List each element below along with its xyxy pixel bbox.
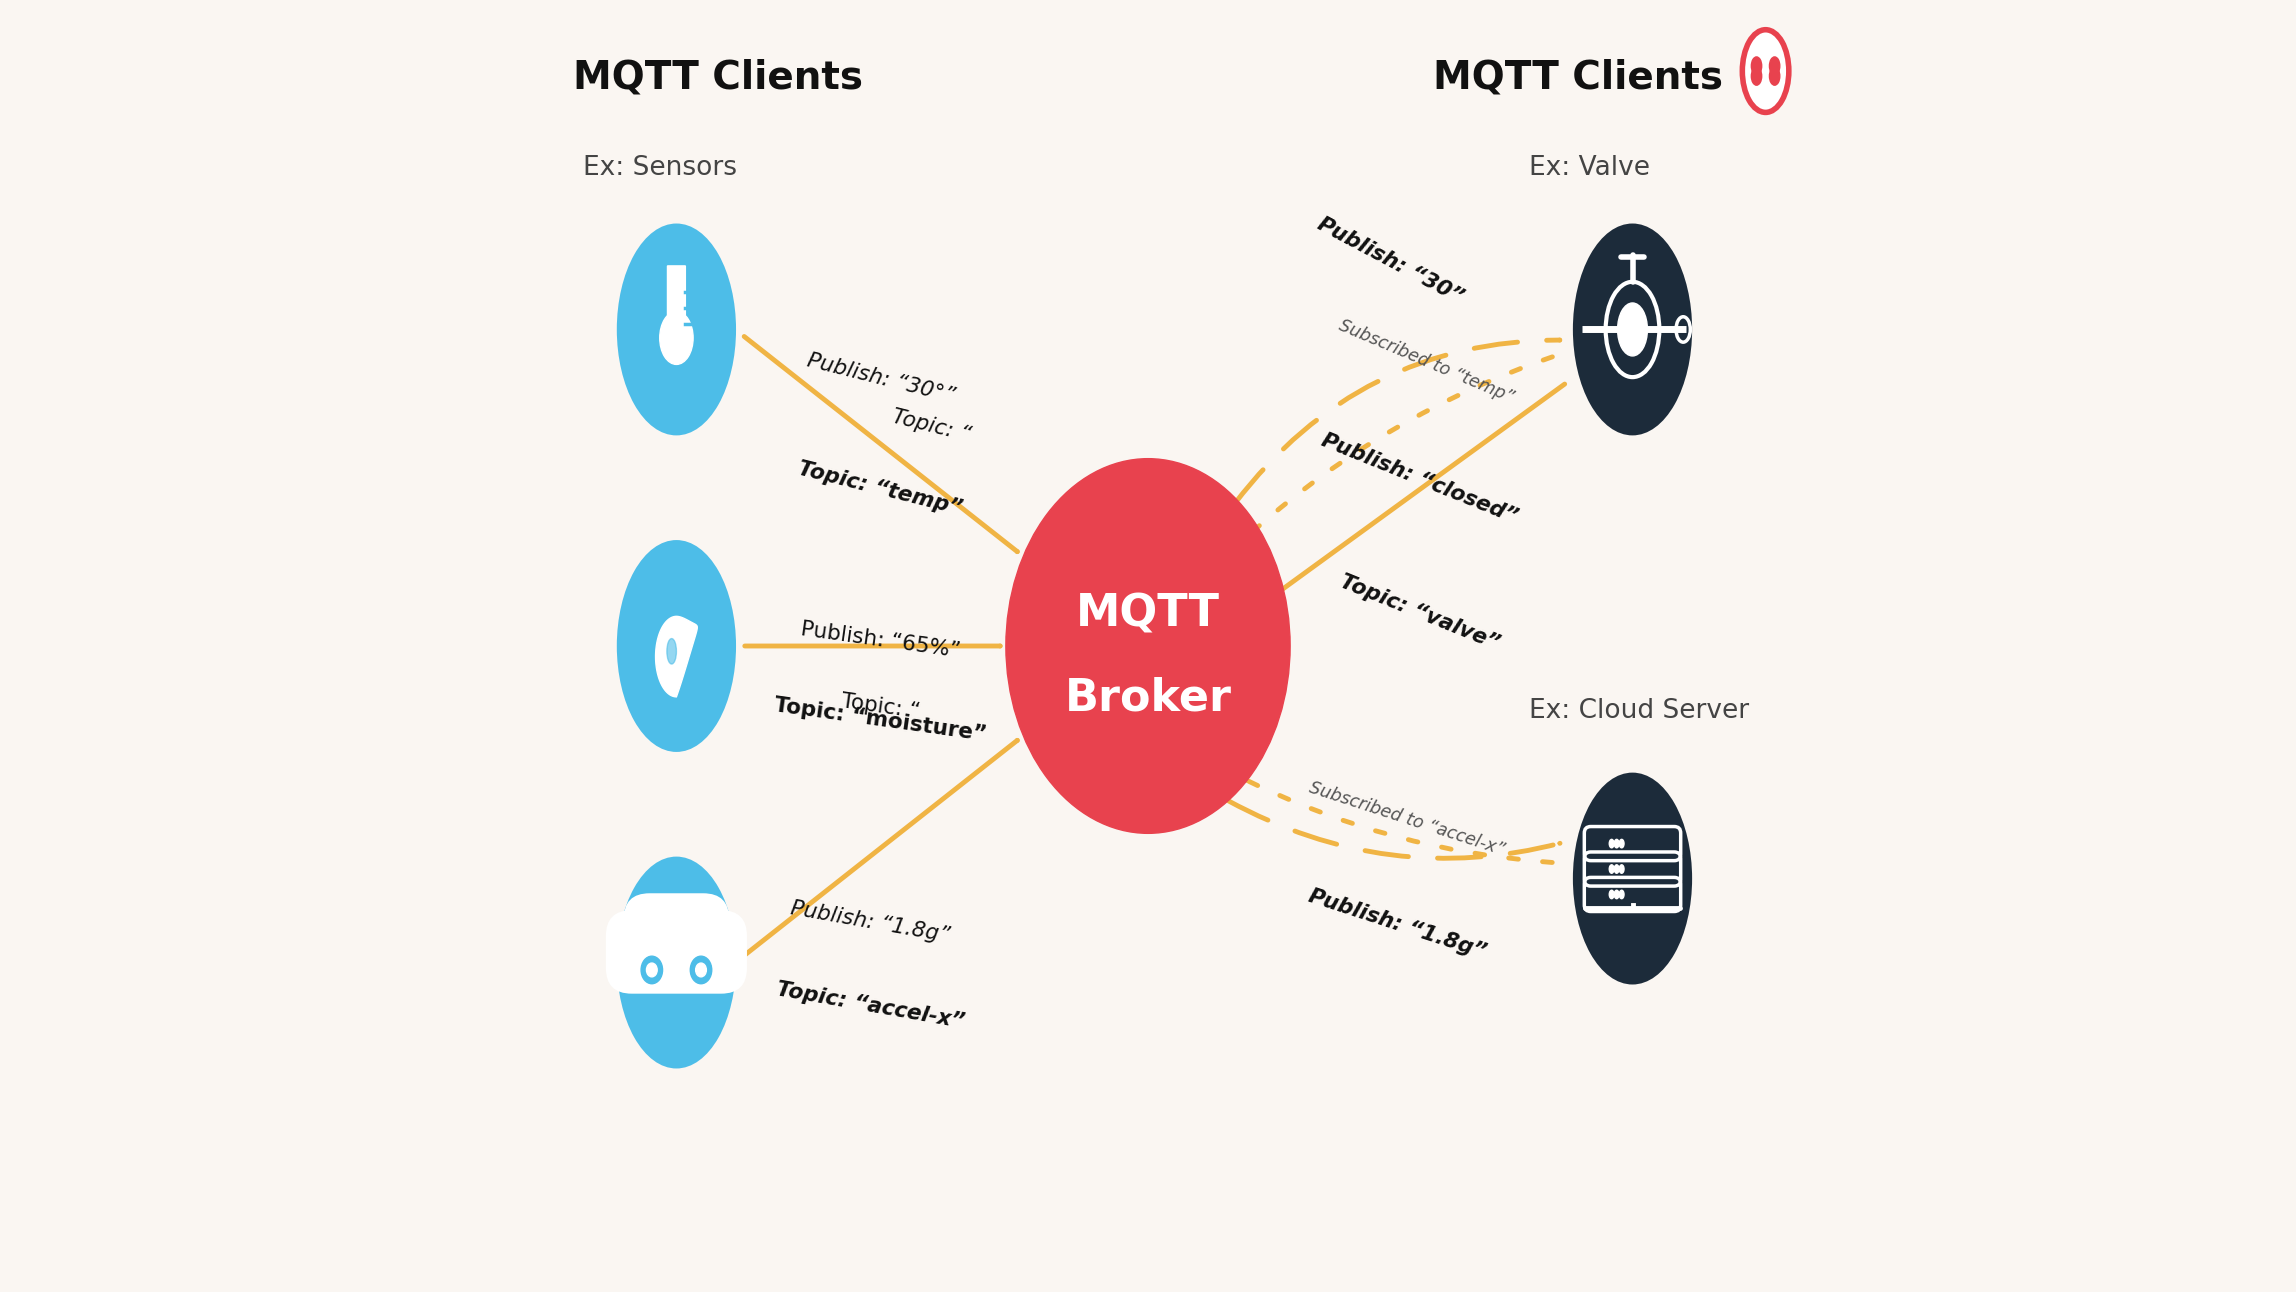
Ellipse shape xyxy=(1609,864,1614,873)
Ellipse shape xyxy=(618,540,737,752)
Text: Topic: “moisture”: Topic: “moisture” xyxy=(774,695,987,744)
FancyArrowPatch shape xyxy=(1274,384,1564,594)
Text: Publish: “30”: Publish: “30” xyxy=(1316,213,1467,307)
FancyBboxPatch shape xyxy=(625,893,730,968)
Text: Topic: “: Topic: “ xyxy=(889,407,974,446)
Polygon shape xyxy=(657,616,698,696)
FancyArrowPatch shape xyxy=(744,740,1017,956)
Ellipse shape xyxy=(1614,890,1619,899)
FancyArrowPatch shape xyxy=(744,336,1017,552)
Ellipse shape xyxy=(618,224,737,435)
Text: Publish: “closed”: Publish: “closed” xyxy=(1318,430,1520,527)
Ellipse shape xyxy=(1573,224,1692,435)
Ellipse shape xyxy=(1619,840,1623,848)
Text: Publish: “1.8g”: Publish: “1.8g” xyxy=(1306,886,1488,963)
Text: Topic: “: Topic: “ xyxy=(840,691,921,722)
Text: Publish: “1.8g”: Publish: “1.8g” xyxy=(790,898,951,946)
Text: MQTT Clients: MQTT Clients xyxy=(574,58,863,96)
Text: Ex: Cloud Server: Ex: Cloud Server xyxy=(1529,698,1750,724)
Text: Publish: “65%”: Publish: “65%” xyxy=(799,619,962,662)
Ellipse shape xyxy=(696,963,707,977)
Text: Subscribed to “temp”: Subscribed to “temp” xyxy=(1336,317,1515,407)
FancyArrowPatch shape xyxy=(1228,801,1559,858)
Ellipse shape xyxy=(666,638,677,664)
Ellipse shape xyxy=(1619,890,1623,899)
Text: ≈: ≈ xyxy=(618,953,638,972)
Ellipse shape xyxy=(1614,864,1619,873)
Ellipse shape xyxy=(1006,459,1290,833)
Text: MQTT Clients: MQTT Clients xyxy=(1433,58,1722,96)
Ellipse shape xyxy=(1752,67,1761,85)
Ellipse shape xyxy=(1743,30,1789,112)
Text: Ex: Sensors: Ex: Sensors xyxy=(583,155,737,181)
Ellipse shape xyxy=(659,311,693,364)
Text: Topic: “valve”: Topic: “valve” xyxy=(1336,571,1502,654)
Ellipse shape xyxy=(641,956,664,983)
Ellipse shape xyxy=(1609,890,1614,899)
Ellipse shape xyxy=(1619,864,1623,873)
Ellipse shape xyxy=(1573,773,1692,985)
Ellipse shape xyxy=(1609,840,1614,848)
Text: Topic: “accel-x”: Topic: “accel-x” xyxy=(774,979,967,1032)
FancyBboxPatch shape xyxy=(606,910,746,994)
Text: Broker: Broker xyxy=(1065,676,1231,720)
Ellipse shape xyxy=(1614,840,1619,848)
Ellipse shape xyxy=(1770,67,1779,85)
Ellipse shape xyxy=(1619,304,1649,355)
FancyBboxPatch shape xyxy=(668,266,687,335)
Ellipse shape xyxy=(1752,57,1761,75)
Ellipse shape xyxy=(1770,57,1779,75)
Text: Subscribed to “accel-x”: Subscribed to “accel-x” xyxy=(1306,779,1506,859)
Ellipse shape xyxy=(618,857,737,1068)
FancyArrowPatch shape xyxy=(1235,340,1559,504)
Ellipse shape xyxy=(647,963,657,977)
Text: Publish: “30°”: Publish: “30°” xyxy=(804,351,957,407)
Ellipse shape xyxy=(691,956,712,983)
Text: MQTT: MQTT xyxy=(1077,592,1219,636)
FancyArrowPatch shape xyxy=(1247,780,1552,863)
FancyArrowPatch shape xyxy=(1256,357,1552,528)
Text: Topic: “temp”: Topic: “temp” xyxy=(797,459,964,519)
Text: Ex: Valve: Ex: Valve xyxy=(1529,155,1651,181)
